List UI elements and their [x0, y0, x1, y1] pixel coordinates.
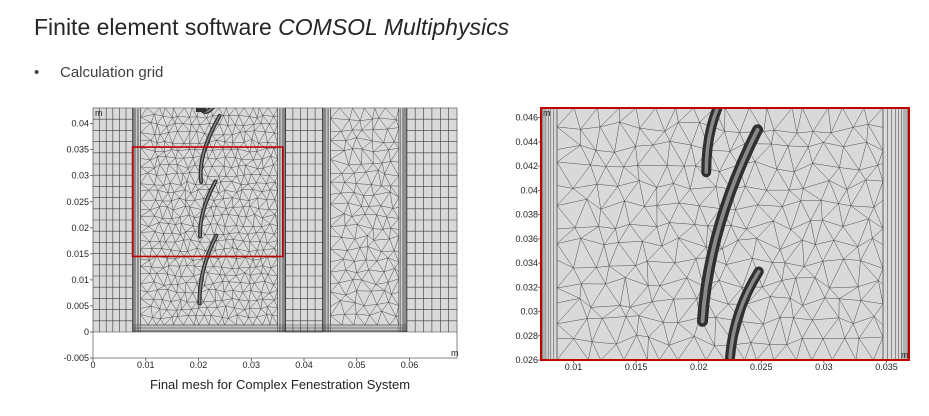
left-ytick-label: 0.025 [66, 197, 89, 207]
left-mesh-group [93, 108, 457, 333]
right-xtick-label: 0.035 [875, 362, 898, 372]
right-ytick-label: 0.028 [515, 331, 538, 341]
left-ytick-label: 0.02 [71, 223, 89, 233]
right-outer-rows [406, 108, 457, 333]
right-y-unit: m [543, 108, 551, 118]
left-xtick-label: 0.03 [242, 360, 260, 370]
left-xtick-label: 0.04 [295, 360, 313, 370]
left-xtick-label: 0.06 [401, 360, 419, 370]
right-ytick-label: 0.04 [520, 185, 538, 195]
bullet-item: • Calculation grid [34, 64, 163, 81]
left-ytick-label: 0.015 [66, 249, 89, 259]
slide-title-plain: Finite element software [34, 14, 279, 40]
left-outer-rows [93, 108, 133, 333]
left-mesh-plot: 0 0.01 0.02 0.03 0.04 0.05 0.06-0.00500.0050.0… [63, 107, 459, 370]
blade-4-core [198, 234, 218, 305]
zoom-highlight-box [131, 146, 284, 258]
slide-title-software: COMSOL Multiphysics [278, 14, 510, 40]
cavity-triangle-mesh [140, 108, 278, 326]
left-ytick-label: 0.01 [71, 275, 89, 285]
right-xtick-label: 0.025 [750, 362, 773, 372]
right-x-unit: m [901, 350, 909, 360]
left-mesh-domain [93, 108, 457, 332]
left-xtick-label: 0.02 [190, 360, 208, 370]
right-ytick-label: 0.034 [515, 258, 538, 268]
right-ytick-label: 0.03 [520, 307, 538, 317]
blade-3-core [199, 180, 217, 238]
left-xtick-label: 0.01 [137, 360, 155, 370]
zoom-frame-highlight [540, 107, 910, 361]
blade-2-core [199, 115, 221, 183]
right-ytick-label: 0.032 [515, 282, 538, 292]
left-xtick-label: 0.05 [348, 360, 366, 370]
right-ytick-label: 0.042 [515, 161, 538, 171]
bullet-text: Calculation grid [60, 64, 164, 81]
glass-triangle-mesh [330, 108, 400, 326]
gap-boundary-layer [322, 108, 331, 332]
zoom-blade-middle-core [700, 127, 760, 324]
right-ytick-label: 0.046 [515, 113, 538, 123]
right-ytick-label: 0.036 [515, 234, 538, 244]
left-x-unit: m [451, 348, 459, 358]
left-y-unit: m [95, 108, 103, 118]
left-ytick-label: 0.04 [71, 119, 89, 129]
right-xtick-label: 0.02 [690, 362, 708, 372]
right-ytick-label: 0.044 [515, 137, 538, 147]
bullet-dot: • [34, 64, 40, 81]
right-xtick-label: 0.01 [565, 362, 583, 372]
right-mesh-group [541, 108, 909, 360]
zoom-blade-top-core [704, 108, 720, 174]
left-ytick-label: 0.005 [66, 301, 89, 311]
bottom-boundary-layer [132, 324, 407, 333]
right-xtick-label: 0.03 [815, 362, 833, 372]
left-xtick-label: 0 [90, 360, 95, 370]
top-blade-cap [195, 108, 207, 112]
right-boundary-layer [398, 108, 408, 332]
figure-caption: Final mesh for Complex Fenestration Syst… [150, 377, 411, 392]
right-mesh-plot: 0.01 0.015 0.02 0.025 0.03 0.035 0.026 0.028 0.0… [515, 107, 910, 372]
left-ytick-label: 0 [84, 327, 89, 337]
right-ytick-label: 0.026 [515, 355, 538, 365]
gap-rows [285, 108, 323, 333]
left-ytick-label: 0.035 [66, 145, 89, 155]
zoom-blade-bottom-core [728, 269, 761, 360]
left-ytick-label: -0.005 [63, 353, 89, 363]
right-xtick-label: 0.015 [625, 362, 648, 372]
slide-title: Finite element software COMSOL Multiphys… [34, 14, 509, 41]
left-ytick-label: 0.03 [71, 171, 89, 181]
right-ytick-label: 0.038 [515, 210, 538, 220]
